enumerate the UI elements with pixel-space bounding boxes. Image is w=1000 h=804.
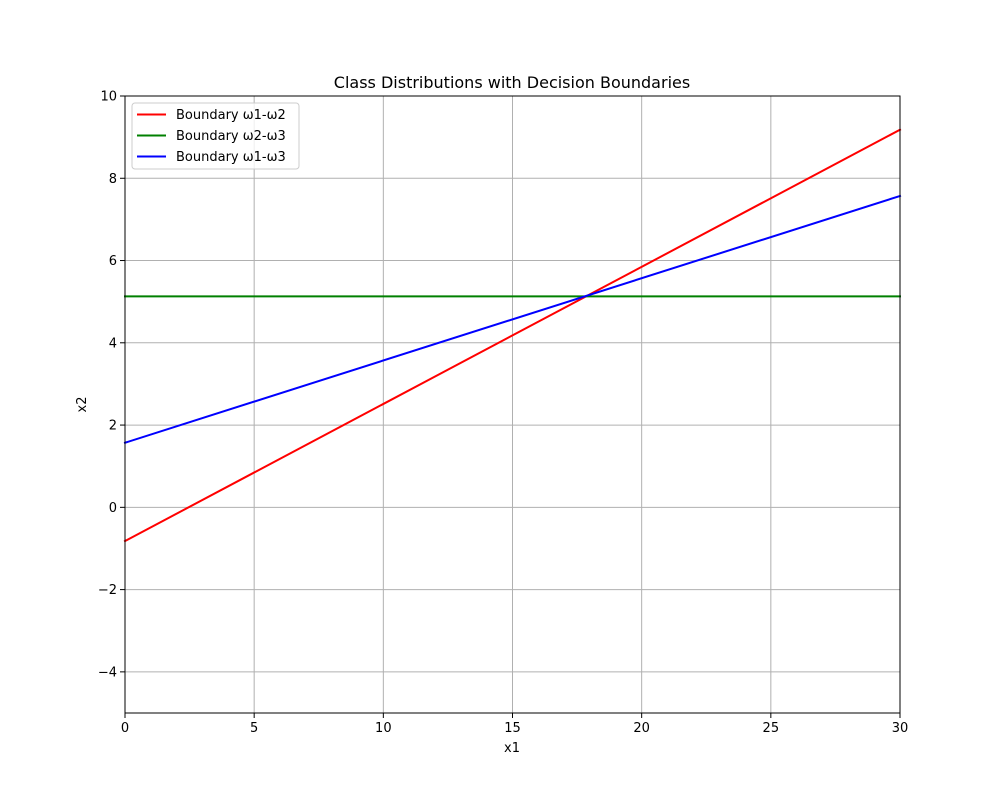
- x-tick-label: 20: [633, 721, 650, 736]
- y-tick-label: 2: [109, 419, 117, 434]
- x-axis-label: x1: [504, 741, 520, 756]
- y-tick-label: −4: [98, 665, 117, 680]
- y-tick-label: 10: [100, 90, 117, 105]
- x-tick-label: 0: [121, 721, 129, 736]
- legend-box: [131, 102, 300, 170]
- series-lines: [123, 128, 902, 543]
- x-tick-label: 30: [892, 721, 909, 736]
- legend-label: Boundary ω1-ω2: [176, 108, 286, 123]
- x-tick-label: 10: [375, 721, 392, 736]
- legend-item-1: Boundary ω1-ω2: [137, 108, 286, 123]
- y-tick-label: 8: [109, 172, 117, 187]
- legend-label: Boundary ω1-ω3: [176, 150, 286, 165]
- y-axis-ticks: −4 −2 0 2 4 6 8 10: [98, 90, 125, 680]
- x-tick-label: 25: [763, 721, 780, 736]
- legend: Boundary ω1-ω2 Boundary ω2-ω3 Boundary ω1-…: [131, 102, 300, 170]
- x-axis-ticks: 0 5 10 15 20 25 30: [121, 713, 908, 736]
- x-tick-label: 15: [504, 721, 521, 736]
- y-tick-label: 4: [109, 336, 117, 351]
- legend-item-3: Boundary ω1-ω3: [137, 150, 286, 165]
- series-line-1: [123, 128, 902, 543]
- legend-item-2: Boundary ω2-ω3: [137, 129, 286, 144]
- y-axis-label: x2: [75, 397, 90, 413]
- y-tick-label: 0: [109, 501, 117, 516]
- y-tick-label: 6: [109, 254, 117, 269]
- legend-label: Boundary ω2-ω3: [176, 129, 286, 144]
- series-line-3: [123, 194, 902, 445]
- x-tick-label: 5: [250, 721, 258, 736]
- chart-title: Class Distributions with Decision Bounda…: [334, 73, 690, 92]
- y-tick-label: −2: [98, 583, 117, 598]
